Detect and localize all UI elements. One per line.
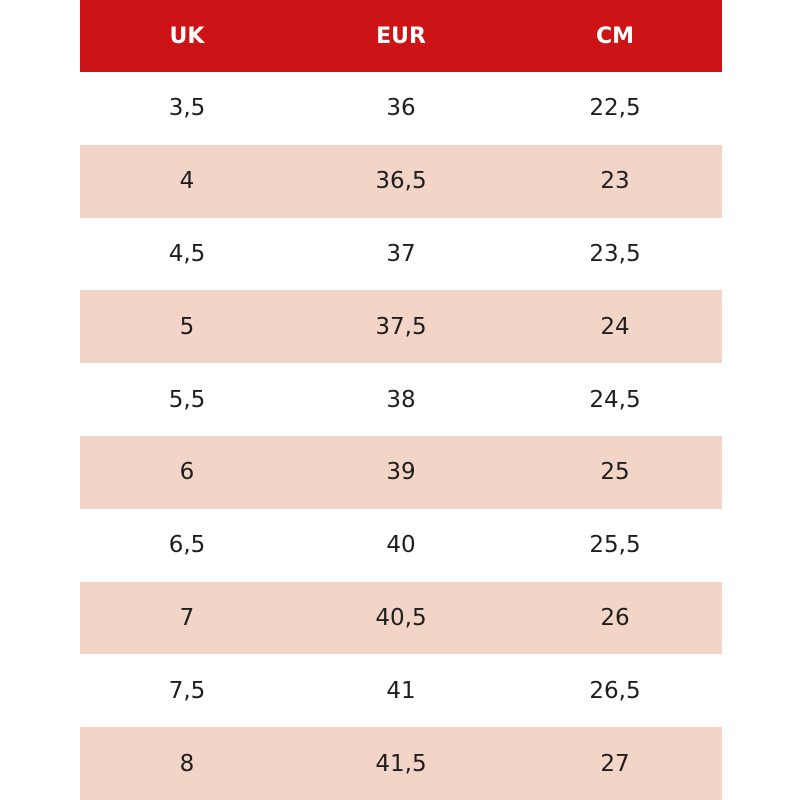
table-cell: 41 [386, 677, 416, 704]
table-cell: 36 [386, 95, 416, 122]
table-cell: 38 [386, 386, 416, 413]
table-cell: 40 [386, 532, 416, 559]
table-cell: 6 [179, 459, 195, 486]
header-cell: CM [595, 23, 635, 49]
table-cell: 37,5 [375, 313, 427, 340]
table-cell: 26 [600, 604, 630, 631]
table-cell: 41,5 [375, 750, 427, 777]
header-cell: EUR [376, 23, 426, 49]
table-cell: 36,5 [375, 168, 427, 195]
table-cell: 5 [179, 313, 195, 340]
table-cell: 24,5 [589, 386, 641, 413]
table-cell: 4,5 [168, 240, 206, 267]
table-cell: 6,5 [168, 532, 206, 559]
table-cell: 23,5 [589, 240, 641, 267]
table-cell: 37 [386, 240, 416, 267]
table-row: 3,5 36 22,5 [80, 72, 722, 145]
table-cell: 24 [600, 313, 630, 340]
table-cell: 3,5 [168, 95, 206, 122]
table-cell: 26,5 [589, 677, 641, 704]
table-cell: 7 [179, 604, 195, 631]
table-row: 6,5 40 25,5 [80, 509, 722, 582]
table-row: 4,5 37 23,5 [80, 218, 722, 291]
table-cell: 23 [600, 168, 630, 195]
table-row: 7 40,5 26 [80, 581, 722, 655]
table-cell: 25 [600, 459, 630, 486]
table-cell: 8 [179, 750, 195, 777]
table-row: 6 39 25 [80, 435, 722, 509]
table-cell: 5,5 [168, 386, 206, 413]
table-cell: 40,5 [375, 604, 427, 631]
table-cell: 22,5 [589, 95, 641, 122]
table-row: 5 37,5 24 [80, 290, 722, 364]
header-cell: UK [169, 23, 205, 49]
table-row: 5,5 38 24,5 [80, 363, 722, 436]
table-cell: 7,5 [168, 677, 206, 704]
table-cell: 27 [600, 750, 630, 777]
table-cell: 4 [179, 168, 195, 195]
table-row: 7,5 41 26,5 [80, 654, 722, 727]
header-row: UK EUR CM [80, 0, 722, 72]
table-cell: 25,5 [589, 532, 641, 559]
size-table: UK EUR CM 3,5 36 22,5 4 36,5 23 4,5 37 23,5 5 37,5 24 5… [80, 0, 722, 800]
table-row: 4 36,5 23 [80, 144, 722, 218]
table-row: 8 41,5 27 [80, 727, 722, 800]
table-cell: 39 [386, 459, 416, 486]
